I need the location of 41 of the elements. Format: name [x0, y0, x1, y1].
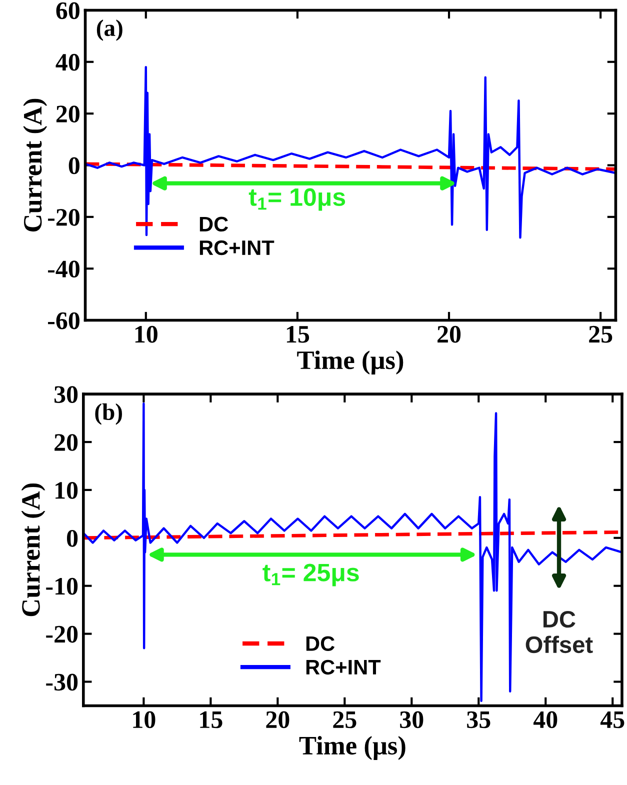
- x-tick-label: 10: [133, 711, 156, 728]
- legend-label: DC: [306, 636, 335, 651]
- y-tick-label: 10: [56, 482, 78, 499]
- legend-label: RC+INT: [306, 660, 381, 675]
- y-tick-label: -40: [48, 260, 80, 278]
- y-tick-label: 20: [54, 434, 78, 451]
- y-axis-title: Current (A): [23, 98, 48, 232]
- line-series: [83, 402, 622, 702]
- y-axis-title: Current (A): [21, 484, 46, 616]
- y-tick-label: 60: [56, 2, 80, 20]
- x-tick-label: 10: [135, 326, 158, 343]
- x-tick-label: 20: [438, 326, 461, 343]
- legend-label: DC: [200, 216, 228, 232]
- y-tick-label: 40: [56, 54, 80, 71]
- annotation: t$_{1}$= 10μs: [248, 188, 346, 211]
- x-tick-label: 45: [600, 711, 624, 728]
- legend-label: RC+INT: [200, 240, 274, 256]
- x-tick-label: 15: [286, 326, 310, 343]
- annotation: (b): [95, 403, 122, 425]
- x-tick-label: 35: [467, 711, 490, 728]
- y-tick-label: 30: [54, 386, 78, 403]
- y-tick-label: -30: [46, 674, 78, 691]
- y-tick-label: 0: [68, 157, 80, 174]
- x-axis-title: Time (μs): [297, 350, 404, 375]
- y-tick-label: -10: [46, 578, 78, 595]
- annotation: t$_{1}$= 25μs: [262, 564, 359, 586]
- line-series: [85, 66, 616, 239]
- x-axis-title: Time (μs): [299, 736, 406, 760]
- y-tick-label: 0: [66, 530, 78, 547]
- y-tick-label: -20: [46, 626, 78, 643]
- annotation: (a): [96, 20, 122, 41]
- x-tick-label: 15: [200, 711, 222, 728]
- annotation: DC Offset: [526, 610, 593, 654]
- y-tick-label: -60: [48, 312, 80, 330]
- y-tick-label: 20: [56, 106, 80, 122]
- y-tick-label: -20: [48, 208, 80, 226]
- x-tick-label: 20: [266, 711, 290, 728]
- x-tick-label: 25: [589, 326, 612, 343]
- x-tick-label: 40: [533, 711, 558, 728]
- x-tick-label: 30: [400, 711, 424, 728]
- x-tick-label: 25: [333, 711, 356, 728]
